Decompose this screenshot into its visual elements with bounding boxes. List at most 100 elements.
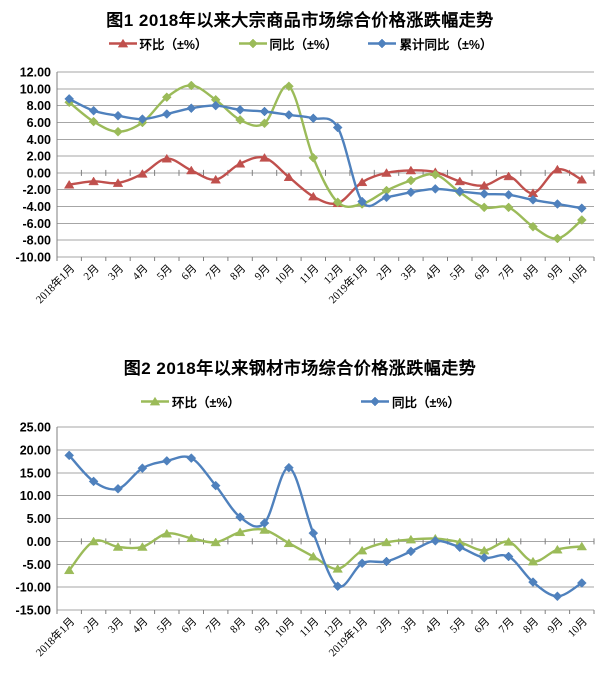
diamond-marker-icon bbox=[88, 105, 99, 116]
x-axis-tick-label: 8月 bbox=[228, 616, 248, 636]
y-axis-tick-label: 6.00 bbox=[27, 116, 51, 130]
diamond-marker-icon bbox=[528, 221, 538, 232]
chart1-legend-label-leiji-tongbi: 累计同比（±%） bbox=[399, 38, 493, 52]
y-axis-tick-label: -10.00 bbox=[16, 581, 51, 595]
x-axis-tick-label: 6月 bbox=[179, 616, 199, 636]
triangle-marker-icon bbox=[137, 169, 148, 178]
chart1-series-leiji-tongbi bbox=[64, 94, 587, 214]
diamond-marker-icon bbox=[332, 581, 343, 592]
x-axis-tick-label: 7月 bbox=[204, 616, 224, 636]
diamond-marker-icon bbox=[235, 115, 245, 125]
chart1-legend-label-tongbi: 同比（±%） bbox=[269, 38, 338, 52]
line-diamond-marker-icon bbox=[368, 38, 397, 49]
x-axis-tick-label: 5月 bbox=[448, 616, 468, 636]
y-axis-tick-label: 5.00 bbox=[27, 512, 51, 526]
diamond-marker-icon bbox=[308, 152, 319, 163]
figure-1: 图1 2018年以来大宗商品市场综合价格涨跌幅走势 环比（±%） 同比（±%） … bbox=[0, 11, 600, 306]
chart1-series-tongbi bbox=[64, 80, 587, 244]
x-axis-tick-label: 8月 bbox=[521, 263, 541, 283]
chart1-legend: 环比（±%） 同比（±%） 累计同比（±%） bbox=[0, 34, 600, 53]
chart2-title: 图2 2018年以来钢材市场综合价格涨跌幅走势 bbox=[123, 359, 477, 378]
chart1-legend-item-tongbi: 同比（±%） bbox=[238, 34, 338, 53]
triangle-marker-icon bbox=[552, 544, 563, 554]
x-axis-tick-label: 3月 bbox=[106, 263, 126, 283]
triangle-marker-icon bbox=[283, 538, 295, 548]
x-axis-tick-label: 8月 bbox=[521, 616, 541, 636]
diamond-marker-icon bbox=[186, 103, 197, 114]
diamond-marker-icon bbox=[552, 199, 563, 209]
triangle-marker-icon bbox=[552, 164, 563, 174]
x-axis-tick-label: 10月 bbox=[566, 263, 590, 287]
triangle-marker-icon bbox=[527, 556, 539, 566]
triangle-marker-icon bbox=[161, 528, 173, 538]
line-diamond-marker-icon bbox=[238, 38, 267, 49]
diamond-marker-icon bbox=[503, 202, 514, 213]
axes bbox=[56, 427, 595, 614]
triangle-marker-icon bbox=[381, 168, 392, 177]
triangle-marker-icon bbox=[308, 191, 319, 201]
y-axis-tick-label: 4.00 bbox=[27, 133, 51, 147]
y-axis-tick-label: -4.00 bbox=[23, 200, 52, 214]
chart2-legend-label-huanbi: 环比（±%） bbox=[172, 396, 240, 410]
line-triangle-marker-icon bbox=[108, 38, 137, 48]
y-axis-tick-label: 20.00 bbox=[20, 443, 51, 457]
x-axis-tick-label: 2月 bbox=[82, 263, 102, 283]
diamond-marker-icon bbox=[284, 110, 294, 120]
diamond-marker-icon bbox=[113, 483, 123, 494]
x-axis-tick-label: 10月 bbox=[273, 263, 297, 287]
diamond-marker-icon bbox=[552, 591, 563, 602]
triangle-marker-icon bbox=[381, 537, 392, 547]
diamond-marker-icon bbox=[88, 116, 99, 127]
triangle-marker-icon bbox=[88, 536, 99, 546]
chart1-legend-label-huanbi: 环比（±%） bbox=[139, 38, 208, 52]
x-axis-tick-label: 3月 bbox=[106, 616, 126, 636]
chart1-plot-area: 12.00 10.00 8.00 6.00 4.00 2.00 0.00 -2.00 -4.00… bbox=[16, 66, 595, 306]
figure-2: 图2 2018年以来钢材市场综合价格涨跌幅走势 环比（±%） 同比（±%） 25… bbox=[0, 346, 600, 695]
chart1-legend-item-huanbi: 环比（±%） bbox=[108, 34, 208, 53]
y-axis-tick-label: 15.00 bbox=[20, 466, 51, 480]
diamond-marker-icon bbox=[284, 81, 294, 92]
triangle-marker-icon bbox=[88, 176, 99, 186]
diamond-marker-icon bbox=[430, 169, 441, 180]
x-axis-tick-label: 2月 bbox=[374, 263, 394, 283]
triangle-marker-icon bbox=[332, 564, 343, 573]
triangle-marker-icon bbox=[210, 537, 221, 547]
diamond-marker-icon bbox=[406, 175, 416, 186]
diamond-marker-icon bbox=[308, 113, 319, 124]
y-axis-tick-label: 10.00 bbox=[20, 82, 51, 96]
y-axis-tick-label: 25.00 bbox=[20, 421, 51, 435]
triangle-marker-icon bbox=[576, 174, 588, 184]
diamond-marker-icon bbox=[259, 106, 270, 117]
line-diamond-marker-icon bbox=[361, 396, 389, 407]
triangle-marker-icon bbox=[503, 537, 514, 546]
x-axis-tick-label: 8月 bbox=[228, 263, 248, 283]
diamond-marker-icon bbox=[454, 186, 465, 197]
diamond-marker-icon bbox=[113, 110, 123, 121]
x-axis-tick-label: 9月 bbox=[252, 263, 272, 283]
triangle-marker-icon bbox=[283, 172, 295, 181]
diamond-marker-icon bbox=[454, 542, 465, 553]
y-axis-tick-label: -5.00 bbox=[23, 558, 52, 572]
triangle-marker-icon bbox=[63, 179, 75, 189]
diamond-marker-icon bbox=[576, 215, 587, 225]
diamond-marker-icon bbox=[576, 203, 587, 214]
y-axis-tick-label: 0.00 bbox=[27, 535, 51, 549]
chart2-plot-area: 25.00 20.00 15.00 10.00 5.00 0.00 -5.00 -10.00 -… bbox=[16, 421, 595, 659]
diamond-marker-icon bbox=[284, 462, 294, 473]
triangle-marker-icon bbox=[356, 177, 368, 187]
triangle-marker-icon bbox=[356, 545, 368, 555]
x-axis-tick-label: 2月 bbox=[82, 616, 102, 636]
diamond-marker-icon bbox=[210, 100, 221, 111]
x-axis-tick-label: 2018年1月 bbox=[32, 261, 77, 306]
x-axis-tick-label: 7月 bbox=[204, 263, 224, 283]
diamond-marker-icon bbox=[406, 187, 416, 198]
diamond-marker-icon bbox=[430, 536, 441, 546]
x-axis-tick-label: 3月 bbox=[399, 263, 419, 283]
diamond-marker-icon bbox=[479, 189, 490, 199]
triangle-marker-icon bbox=[186, 533, 197, 543]
triangle-marker-icon bbox=[63, 565, 75, 575]
gridlines: 12.00 10.00 8.00 6.00 4.00 2.00 0.00 -2.00 -4.00… bbox=[16, 66, 594, 265]
diamond-marker-icon bbox=[576, 578, 587, 588]
x-axis-tick-label: 9月 bbox=[252, 616, 272, 636]
